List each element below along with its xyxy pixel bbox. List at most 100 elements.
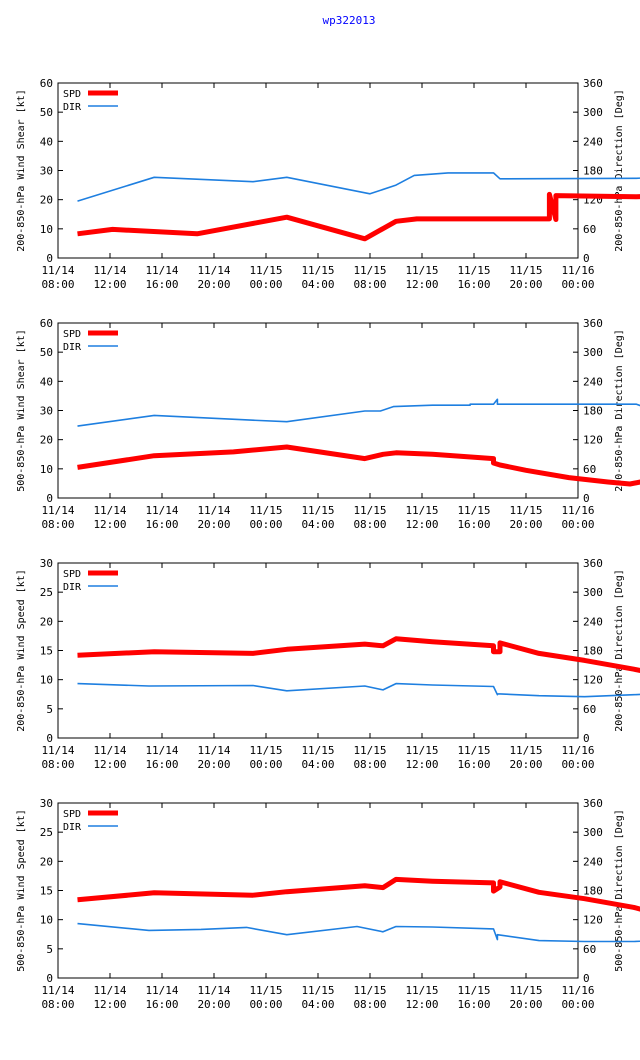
x-tick-date-label: 11/14: [93, 984, 126, 997]
x-tick-time-label: 12:00: [93, 518, 126, 531]
spd-series-line: [77, 191, 640, 242]
legend-spd-label: SPD: [63, 89, 81, 100]
y2-tick-label: 300: [583, 106, 603, 119]
y-tick-label: 20: [40, 855, 53, 868]
y-tick-label: 20: [40, 615, 53, 628]
x-tick-date-label: 11/15: [353, 264, 386, 277]
y2-tick-label: 240: [583, 855, 603, 868]
y2-tick-label: 120: [583, 434, 603, 447]
x-tick-time-label: 08:00: [353, 998, 386, 1011]
x-tick-date-label: 11/15: [301, 744, 334, 757]
dir-series-line: [77, 172, 640, 202]
x-tick-date-label: 11/15: [405, 264, 438, 277]
x-tick-date-label: 11/15: [301, 264, 334, 277]
y-axis-label: 200-850-hPa Wind Speed [kt]: [16, 569, 27, 732]
x-tick-date-label: 11/14: [41, 744, 74, 757]
x-tick-time-label: 20:00: [197, 998, 230, 1011]
x-tick-date-label: 11/14: [93, 744, 126, 757]
legend-dir-label: DIR: [63, 102, 82, 113]
chart-panel-2: 010203040506006012018024030036011/1408:0…: [16, 317, 640, 531]
plot-frame: [57, 322, 579, 499]
x-tick-date-label: 11/15: [249, 984, 282, 997]
legend-spd-label: SPD: [63, 329, 81, 340]
x-tick-time-label: 08:00: [41, 998, 74, 1011]
x-tick-date-label: 11/14: [145, 504, 178, 517]
y-tick-label: 30: [40, 405, 53, 418]
x-tick-date-label: 11/15: [301, 504, 334, 517]
chart-panel-3: 05101520253006012018024030036011/1408:00…: [16, 557, 640, 771]
y2-tick-label: 300: [583, 586, 603, 599]
x-tick-date-label: 11/15: [405, 744, 438, 757]
x-tick-date-label: 11/14: [197, 744, 230, 757]
x-tick-date-label: 11/14: [41, 264, 74, 277]
y2-tick-label: 360: [583, 797, 603, 810]
x-tick-date-label: 11/15: [457, 264, 490, 277]
y2-tick-label: 60: [583, 943, 596, 956]
y-tick-label: 0: [46, 252, 53, 265]
y-tick-label: 60: [40, 317, 53, 330]
x-tick-date-label: 11/14: [41, 504, 74, 517]
x-tick-time-label: 20:00: [509, 998, 542, 1011]
y2-tick-label: 360: [583, 557, 603, 570]
y2-tick-label: 60: [583, 223, 596, 236]
y-axis-label: 500-850-hPa Wind Shear [kt]: [16, 329, 27, 492]
x-tick-time-label: 00:00: [561, 518, 594, 531]
y-tick-label: 40: [40, 375, 53, 388]
x-tick-time-label: 08:00: [353, 518, 386, 531]
x-tick-time-label: 12:00: [405, 278, 438, 291]
y2-tick-label: 300: [583, 826, 603, 839]
y-tick-label: 50: [40, 106, 53, 119]
y2-axis-label: 500-850-hPa Direction [Deg]: [614, 809, 625, 972]
x-tick-date-label: 11/15: [457, 984, 490, 997]
spd-series-line: [77, 636, 640, 674]
y2-tick-label: 180: [583, 405, 603, 418]
x-tick-time-label: 04:00: [301, 998, 334, 1011]
y-tick-label: 15: [40, 885, 53, 898]
y-tick-label: 30: [40, 165, 53, 178]
y2-tick-label: 60: [583, 703, 596, 716]
x-tick-time-label: 20:00: [197, 758, 230, 771]
x-tick-time-label: 20:00: [509, 278, 542, 291]
x-tick-time-label: 20:00: [197, 518, 230, 531]
x-tick-date-label: 11/14: [197, 264, 230, 277]
y-tick-label: 5: [46, 703, 53, 716]
x-tick-date-label: 11/15: [301, 984, 334, 997]
y2-tick-label: 0: [583, 492, 590, 505]
y2-tick-label: 240: [583, 615, 603, 628]
y-tick-label: 10: [40, 463, 53, 476]
x-tick-date-label: 11/15: [353, 984, 386, 997]
x-tick-date-label: 11/15: [509, 744, 542, 757]
x-tick-date-label: 11/15: [509, 984, 542, 997]
y2-tick-label: 180: [583, 885, 603, 898]
x-tick-time-label: 08:00: [41, 278, 74, 291]
y-tick-label: 40: [40, 135, 53, 148]
x-tick-date-label: 11/16: [561, 264, 594, 277]
y-tick-label: 10: [40, 674, 53, 687]
x-tick-time-label: 00:00: [249, 998, 282, 1011]
x-tick-time-label: 12:00: [405, 518, 438, 531]
x-tick-time-label: 04:00: [301, 278, 334, 291]
y2-tick-label: 180: [583, 165, 603, 178]
y-tick-label: 0: [46, 732, 53, 745]
y-tick-label: 30: [40, 797, 53, 810]
y-tick-label: 10: [40, 914, 53, 927]
page-title: wp322013: [323, 14, 376, 27]
x-tick-time-label: 04:00: [301, 518, 334, 531]
x-tick-time-label: 00:00: [249, 518, 282, 531]
y2-axis-label: 200-850-hPa Direction [Deg]: [614, 569, 625, 732]
y2-tick-label: 0: [583, 252, 590, 265]
x-tick-time-label: 20:00: [197, 278, 230, 291]
x-tick-time-label: 12:00: [93, 758, 126, 771]
x-tick-time-label: 16:00: [145, 278, 178, 291]
x-tick-time-label: 08:00: [41, 518, 74, 531]
x-tick-date-label: 11/14: [197, 984, 230, 997]
x-tick-time-label: 16:00: [457, 518, 490, 531]
x-tick-time-label: 16:00: [145, 518, 178, 531]
y2-tick-label: 360: [583, 77, 603, 90]
x-tick-time-label: 12:00: [93, 998, 126, 1011]
x-tick-time-label: 08:00: [353, 758, 386, 771]
y-axis-label: 500-850-hPa Wind Speed [kt]: [16, 809, 27, 972]
spd-series-line: [77, 444, 640, 487]
x-tick-date-label: 11/14: [197, 504, 230, 517]
y-axis-label: 200-850-hPa Wind Shear [kt]: [16, 89, 27, 252]
